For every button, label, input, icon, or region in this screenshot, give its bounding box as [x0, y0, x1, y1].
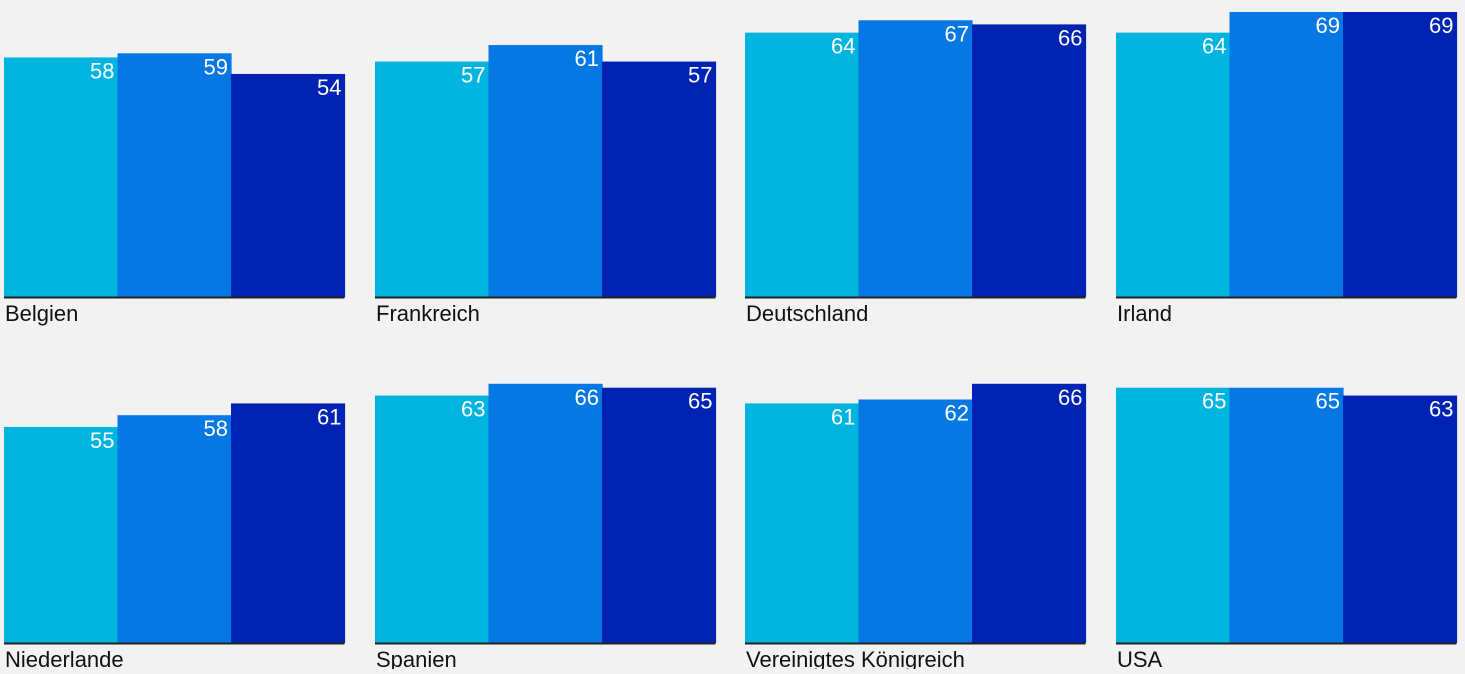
bar [1116, 387, 1231, 643]
panel-title: Niederlande [5, 647, 124, 669]
panel-title: Belgien [5, 301, 78, 326]
panel-niederlande: 55 58 61 Niederlande [4, 403, 346, 672]
bar [117, 415, 232, 643]
panel-title: USA [1117, 647, 1163, 669]
bar-value-label: 66 [1058, 385, 1082, 410]
bar-value-label: 65 [688, 389, 712, 414]
bar [488, 45, 603, 297]
bar [1229, 387, 1344, 643]
bar [4, 57, 119, 297]
bar [972, 24, 1087, 298]
bar-value-label: 61 [575, 46, 599, 71]
bar-value-label: 62 [945, 400, 969, 425]
bar [375, 61, 490, 297]
panel-title: Deutschland [746, 301, 868, 326]
bar-value-label: 57 [461, 63, 485, 88]
bar-value-label: 63 [461, 397, 485, 422]
bar [858, 20, 973, 298]
bar-value-label: 66 [1058, 25, 1082, 50]
bar-value-label: 67 [945, 21, 969, 46]
bar [745, 32, 860, 298]
bar-value-label: 55 [90, 428, 114, 453]
bar-value-label: 58 [90, 58, 114, 83]
bar-value-label: 57 [688, 63, 712, 88]
bar [1343, 395, 1458, 643]
panel-vereinigtes-k-nigreich: 61 62 66 Vereinigtes Königreich [745, 383, 1087, 672]
bar-value-label: 66 [575, 385, 599, 410]
bar [375, 395, 490, 643]
bar-value-label: 64 [1202, 34, 1226, 59]
bar [4, 426, 119, 643]
panel-title: Vereinigtes Königreich [746, 647, 965, 669]
bar [231, 403, 346, 643]
bar-value-label: 65 [1316, 389, 1340, 414]
bar [602, 61, 717, 297]
bar [488, 383, 603, 643]
bar-value-label: 69 [1316, 13, 1340, 38]
panel-title: Frankreich [376, 301, 480, 326]
bar [745, 403, 860, 643]
bar-value-label: 64 [831, 34, 855, 59]
panel-frankreich: 57 61 57 Frankreich [375, 45, 717, 326]
panel-spanien: 63 66 65 Spanien [375, 383, 717, 672]
bar-value-label: 63 [1429, 397, 1453, 422]
bar-value-label: 65 [1202, 389, 1226, 414]
bar-value-label: 54 [317, 75, 341, 100]
bar [1116, 32, 1231, 298]
panel-usa: 65 65 63 USA [1116, 387, 1458, 672]
bar [858, 399, 973, 643]
bar-value-label: 58 [204, 416, 228, 441]
bar [231, 73, 346, 298]
bar-value-label: 61 [831, 404, 855, 429]
panel-deutschland: 64 67 66 Deutschland [745, 20, 1087, 326]
bar [117, 53, 232, 297]
bar-value-label: 69 [1429, 13, 1453, 38]
bar-value-label: 59 [204, 54, 228, 79]
panel-irland: 64 69 69 Irland [1116, 12, 1458, 326]
bar-value-label: 61 [317, 404, 341, 429]
panel-belgien: 58 59 54 Belgien [4, 53, 346, 326]
bar [1343, 12, 1458, 297]
panel-title: Irland [1117, 301, 1172, 326]
bar [602, 387, 717, 643]
bar [1229, 12, 1344, 297]
panel-title: Spanien [376, 647, 457, 669]
bar [972, 383, 1087, 643]
